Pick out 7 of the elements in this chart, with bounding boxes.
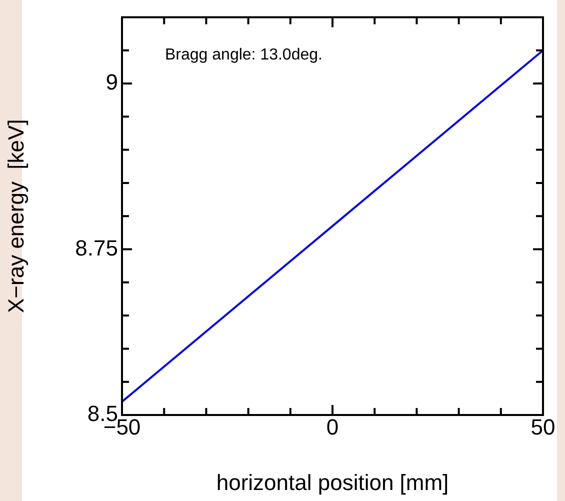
x-tick-label: 0: [326, 414, 339, 440]
y-tick-label: 8.75: [75, 235, 118, 260]
y-tick-label: 9: [106, 70, 118, 95]
y-axis-title: X−ray energy [keV]: [3, 119, 28, 314]
x-tick-label: 50: [530, 414, 556, 440]
x-axis-title: horizontal position [mm]: [216, 470, 449, 495]
annotation: Bragg angle: 13.0deg.: [165, 46, 322, 64]
